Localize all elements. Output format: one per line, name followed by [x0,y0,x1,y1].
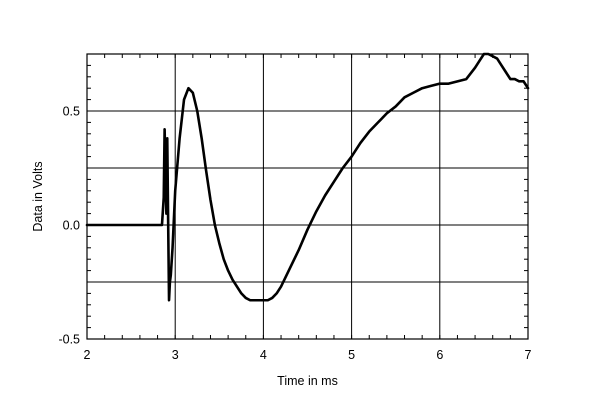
y-tick-label: 0.0 [63,219,80,233]
y-tick-label: -0.5 [58,333,80,347]
x-tick-label: 2 [84,348,91,362]
plot-frame [86,53,529,340]
x-axis-title: Time in ms [277,374,338,388]
y-axis-title: Data in Volts [31,161,45,231]
y-tick-labels: -0.5 0.0 0.5 [58,105,80,347]
y-tick-label: 0.5 [63,105,80,119]
x-tick-label: 5 [348,348,355,362]
x-tick-labels: 2 3 4 5 6 7 [84,348,532,362]
x-tick-label: 7 [525,348,532,362]
x-tick-label: 4 [260,348,267,362]
x-tick-label: 6 [436,348,443,362]
waveform-line [85,52,530,302]
x-tick-label: 3 [172,348,179,362]
plot-background [87,54,528,339]
